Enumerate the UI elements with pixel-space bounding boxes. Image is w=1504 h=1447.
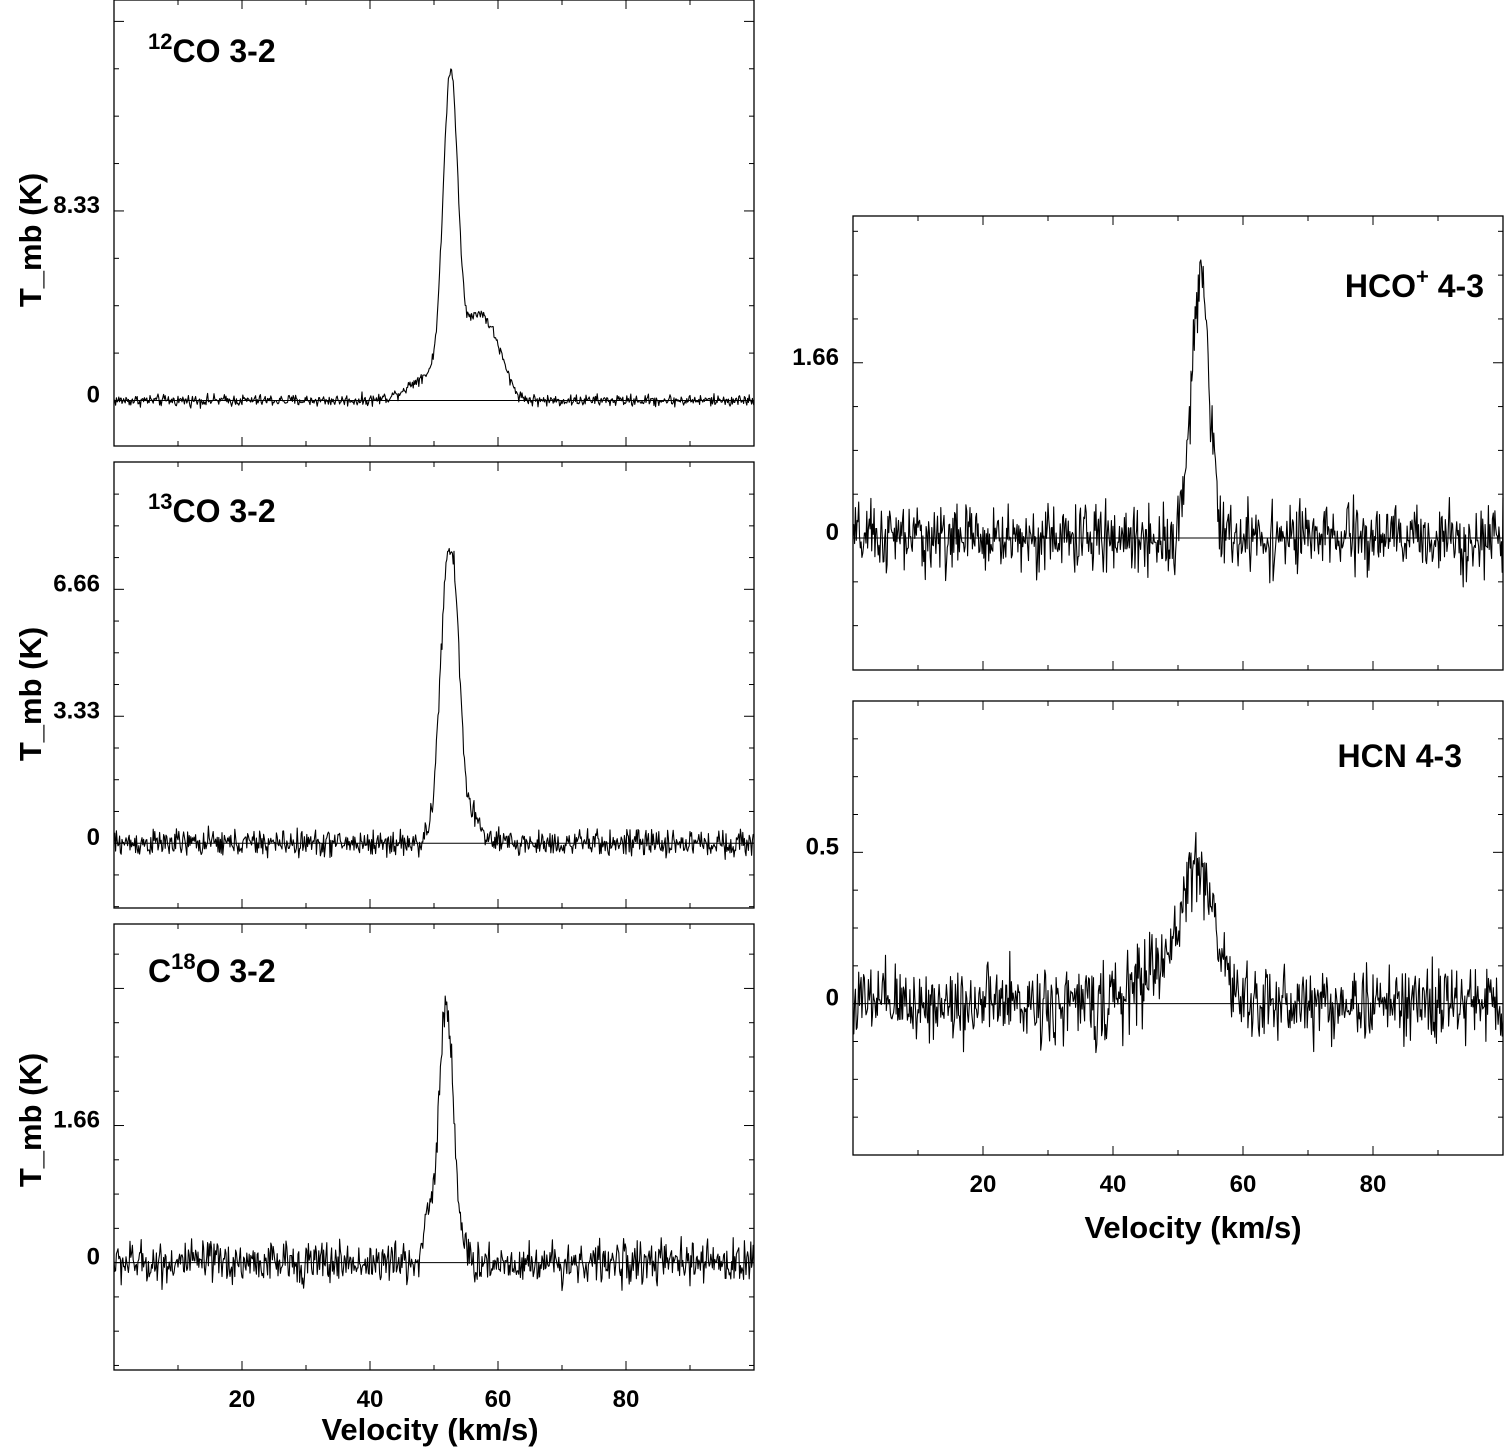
- panel-label-superscript: 12: [148, 29, 172, 54]
- panel-label: HCO+ 4-3: [1345, 264, 1484, 304]
- y-axis-title: T_mb (K): [13, 1053, 48, 1187]
- panel-label-superscript: 13: [148, 489, 172, 514]
- panel-label-prefix: HCN: [1338, 738, 1407, 774]
- y-tick-label: 0: [826, 519, 839, 546]
- y-tick-label: 6.66: [53, 570, 100, 597]
- plot-frame: [113, 923, 755, 1371]
- panel-label-main: 4-3: [1429, 268, 1484, 304]
- spectrum-line: [113, 68, 755, 409]
- panel-label-prefix: HCO: [1345, 268, 1416, 304]
- y-tick-label: 0.5: [806, 833, 839, 860]
- spectrum-line: [852, 832, 1504, 1054]
- panel-label-main: CO 3-2: [172, 33, 275, 69]
- panel-label-superscript: +: [1416, 264, 1429, 289]
- y-tick-label: 0: [826, 985, 839, 1012]
- x-axis-title: Velocity (km/s): [321, 1412, 538, 1447]
- spectrum-line: [113, 547, 755, 860]
- spectrum-panel-4: 0 1.66 HCO+ 4-3: [792, 215, 1504, 671]
- spectrum-panel-5: 20 40 60 80 0 0.5 HCN 4-3 Velocity (km/s): [806, 700, 1504, 1245]
- panel-label-main: O 3-2: [196, 953, 276, 989]
- y-tick-label: 8.33: [53, 192, 100, 219]
- y-axis-title: T_mb (K): [13, 627, 48, 761]
- x-tick-label: 20: [229, 1386, 256, 1413]
- spectrum-line: [852, 259, 1504, 588]
- spectrum-line: [113, 995, 755, 1292]
- panel-label-main: 4-3: [1407, 738, 1462, 774]
- y-axis-title: T_mb (K): [13, 173, 48, 307]
- y-tick-label: 1.66: [53, 1107, 100, 1134]
- spectrum-panel-2: 0 3.33 6.66 13CO 3-2 T_mb (K): [13, 461, 755, 909]
- y-tick-label: 0: [87, 824, 100, 851]
- spectrum-panel-1: 0 8.33 12CO 3-2 T_mb (K): [13, 0, 755, 447]
- x-tick-label: 40: [357, 1386, 384, 1413]
- y-tick-label: 1.66: [792, 344, 839, 371]
- y-tick-label: 0: [87, 1244, 100, 1271]
- x-tick-label: 60: [485, 1386, 512, 1413]
- x-tick-label: 20: [970, 1171, 997, 1198]
- panel-label-main: CO 3-2: [172, 493, 275, 529]
- panel-label-prefix: C: [148, 953, 171, 989]
- x-tick-label: 80: [613, 1386, 640, 1413]
- y-tick-label: 0: [87, 381, 100, 408]
- x-axis-title: Velocity (km/s): [1084, 1210, 1301, 1245]
- y-tick-label: 3.33: [53, 697, 100, 724]
- panel-label: C18O 3-2: [148, 949, 276, 989]
- panel-label: 13CO 3-2: [148, 489, 276, 529]
- x-tick-label: 60: [1230, 1171, 1257, 1198]
- panel-label: 12CO 3-2: [148, 29, 276, 69]
- x-tick-label: 40: [1100, 1171, 1127, 1198]
- panel-label: HCN 4-3: [1338, 738, 1462, 774]
- x-tick-label: 80: [1360, 1171, 1387, 1198]
- spectrum-panel-3: 20 40 60 80 0 1.66 C18O 3-2 T_mb (K) Velocity (k…: [13, 923, 755, 1447]
- panel-label-superscript: 18: [171, 949, 195, 974]
